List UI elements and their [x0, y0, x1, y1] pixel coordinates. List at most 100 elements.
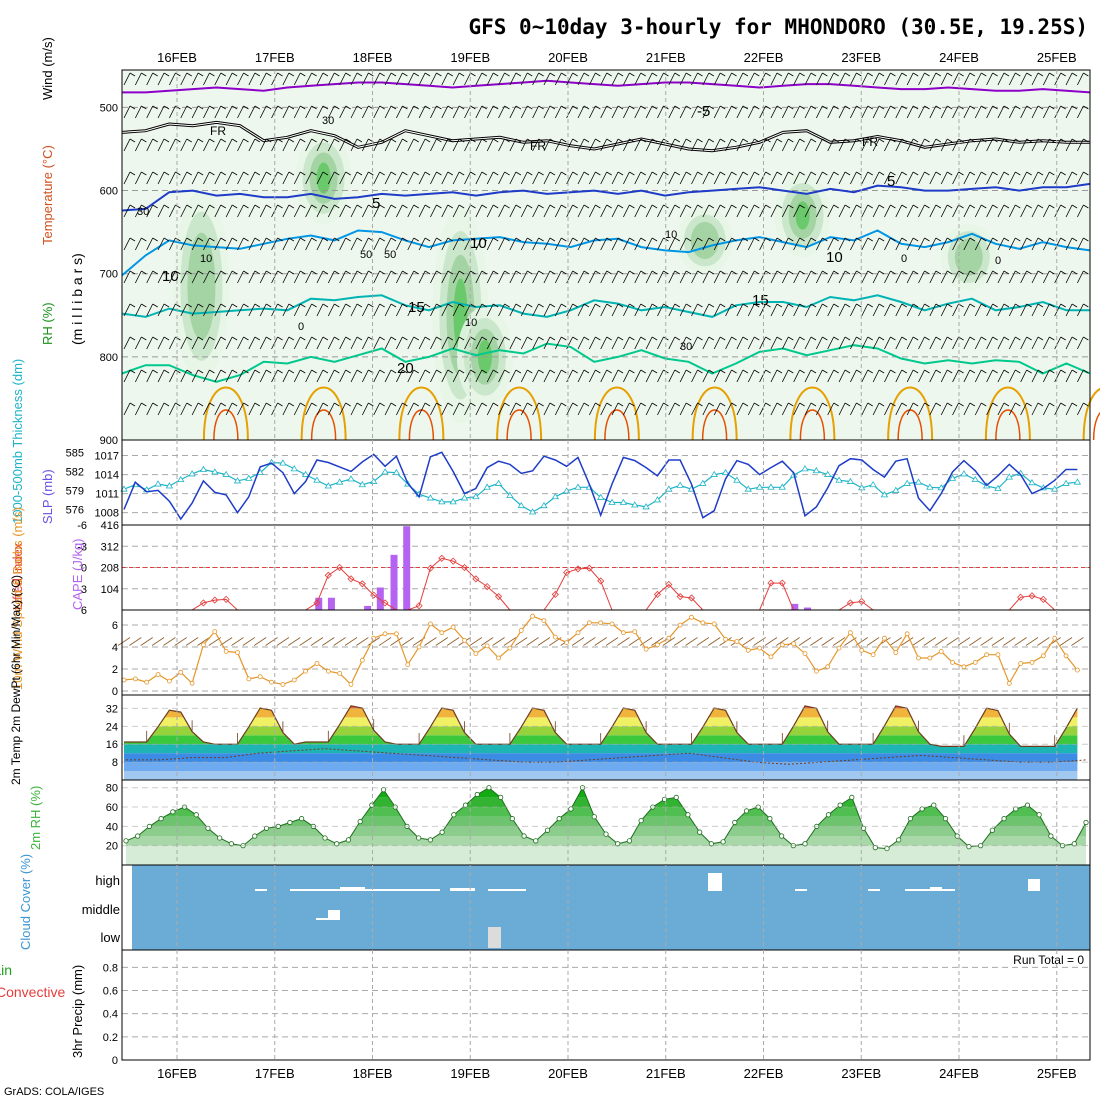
wind-barb-flag [436, 270, 442, 275]
wind-barb [464, 138, 471, 152]
wind-barb [940, 402, 948, 416]
wind-barb [713, 270, 721, 284]
wind-barb-flag [129, 171, 136, 176]
wind-barb [963, 72, 971, 86]
wind-barb [418, 336, 426, 350]
wind-barb-flag [878, 204, 885, 209]
wind-barb [146, 105, 154, 119]
wind-barb-flag [175, 171, 181, 176]
wind-barb-flag [901, 270, 908, 275]
wind-barb [827, 105, 835, 119]
wind-barb [1077, 369, 1084, 383]
temp-tick-label: 32 [106, 703, 118, 715]
wind-barb-flag [583, 204, 590, 209]
wind-barb-flag [617, 171, 624, 176]
wind-barb-flag [243, 402, 249, 407]
high-cloud-gap [488, 889, 526, 891]
wind-barb [997, 369, 1005, 383]
rh-point [779, 833, 785, 839]
wind-barb [373, 105, 381, 119]
wind-barb-flag [141, 336, 147, 341]
wind-barb-flag [640, 237, 646, 242]
wind-barb-flag [231, 237, 238, 242]
wind-barb [554, 105, 562, 119]
wind-barb-flag [379, 171, 385, 176]
wind-barb [509, 303, 517, 317]
wind-barb [361, 303, 369, 317]
wind-barb-flag [1071, 402, 1078, 407]
wind-barb-flag [890, 270, 896, 275]
bottom-date-axis: 16FEB 17FEB 18FEB 19FEB 20FEB 21FEB 22FEB 23FEB… [157, 1066, 1077, 1081]
wind-barb-flag [1049, 237, 1055, 242]
wind-barb [509, 72, 517, 86]
wind-barb-flag [209, 270, 215, 275]
wind-barb-flag [924, 369, 930, 374]
wind-barb [906, 171, 914, 185]
wind-barb-flag [538, 369, 544, 374]
wind-barb [157, 336, 165, 350]
wind-barb [1054, 402, 1062, 416]
wind-barb-flag [981, 270, 987, 275]
wind-barb [974, 270, 982, 284]
surface-wind-barb [322, 637, 335, 646]
wind-barb-flag [322, 105, 329, 110]
wind-barb [679, 204, 687, 218]
wind-barb [191, 138, 199, 152]
wind-barb [759, 237, 766, 251]
wind-barb-flag [163, 336, 170, 341]
wind-barb [225, 204, 233, 218]
wind-barb-flag [436, 72, 442, 77]
wind-barb-flag [946, 402, 953, 407]
wind-barb-flag [1026, 303, 1032, 308]
wind-barb-flag [935, 171, 942, 176]
wind-barb-flag [402, 336, 408, 341]
wind-barb-flag [765, 204, 771, 209]
wind-barb-flag [447, 402, 454, 407]
thickness-point [540, 501, 548, 509]
wind-barb-flag [492, 105, 499, 110]
wind-barb-flag [890, 336, 896, 341]
wind-barb-flag [300, 303, 306, 308]
wind-barb [895, 369, 903, 383]
wind-barb [861, 270, 869, 284]
thickness-point [574, 483, 582, 490]
surface-wind-barb [969, 637, 982, 646]
wind-barb-flag [549, 138, 556, 143]
wind-barb [350, 105, 358, 119]
wind-barb-flag [504, 138, 510, 143]
wind-barb [793, 171, 801, 185]
wind-barb-flag [583, 303, 590, 308]
wind-speed-line [123, 615, 1078, 686]
thickness-point [835, 476, 843, 483]
surface-wind-barb [356, 637, 369, 646]
isotherm-30 [604, 409, 630, 441]
wind-barb-flag [765, 303, 771, 308]
wind-barb-flag [651, 369, 658, 374]
wind-barb [282, 138, 290, 152]
wind-barb-flag [220, 237, 227, 242]
rh-shade-region [187, 232, 216, 340]
rh-point [170, 809, 176, 815]
wind-barb [793, 369, 801, 383]
rh-point [1036, 812, 1042, 818]
wind-barb [180, 72, 188, 86]
wind-barb-flag [390, 72, 397, 77]
wind-speed-point [961, 664, 967, 670]
wind-barb-flag [617, 105, 624, 110]
date-label-top: 17FEB [255, 50, 295, 65]
wind-barb-flag [1037, 336, 1044, 341]
wind-barb [407, 270, 415, 284]
wind-barb-flag [754, 402, 760, 407]
wind-barb-flag [685, 105, 692, 110]
wind-barb-flag [924, 138, 930, 143]
wind-barb [986, 369, 993, 383]
wind-barb-flag [379, 204, 385, 209]
wind-barb-flag [515, 270, 522, 275]
wind-barb [691, 336, 698, 350]
thickness-point [483, 483, 491, 490]
wind-barb-flag [458, 72, 465, 77]
wind-barb [725, 138, 732, 152]
wind-barb [225, 270, 233, 284]
wind-barb [918, 402, 925, 416]
